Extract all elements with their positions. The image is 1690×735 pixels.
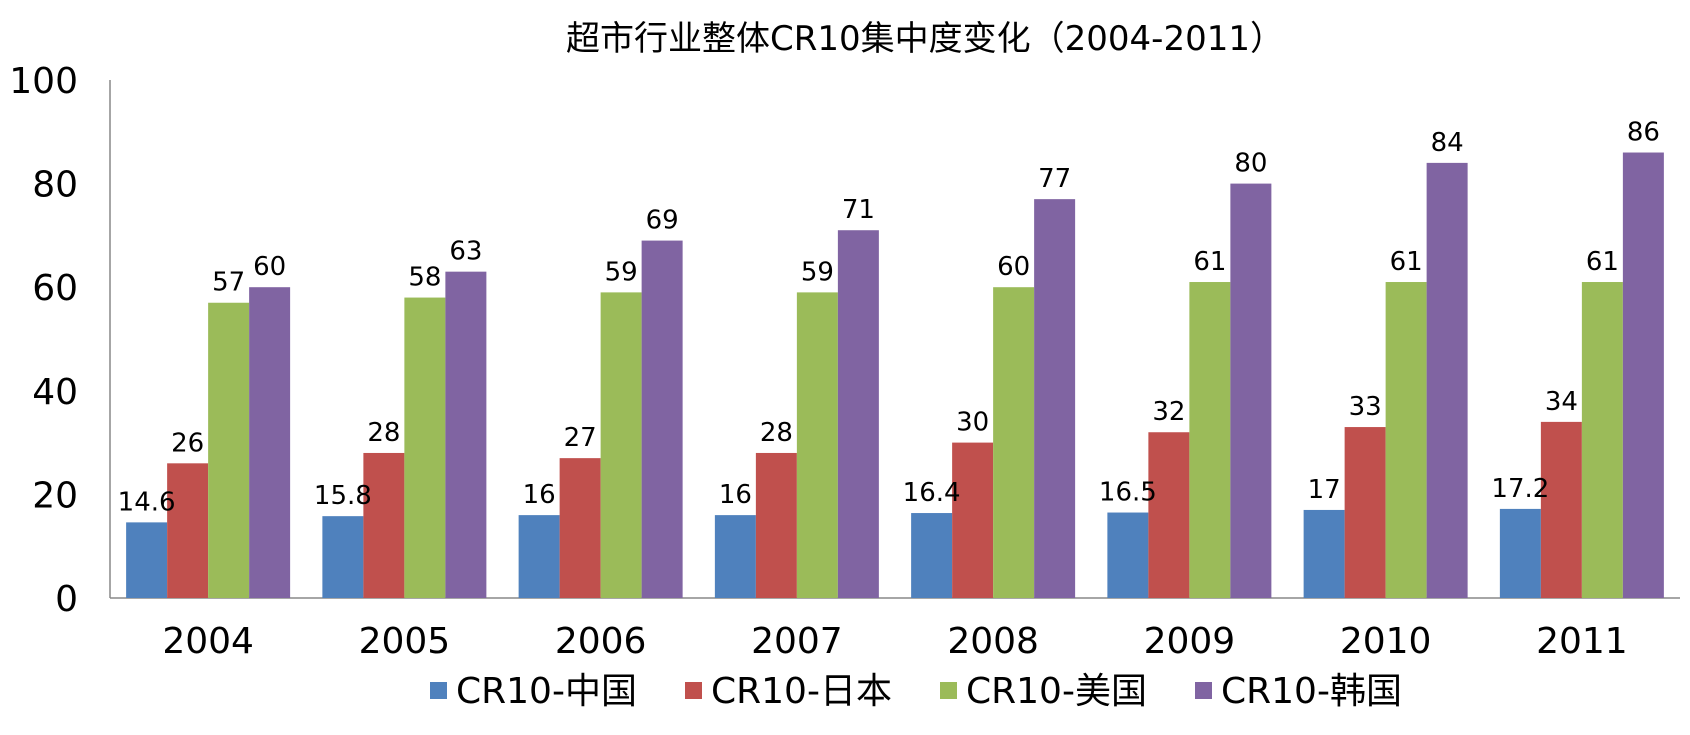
legend-swatch — [685, 682, 702, 699]
bar — [600, 292, 642, 598]
data-label: 71 — [842, 195, 875, 225]
legend-swatch — [940, 682, 957, 699]
bar — [1540, 421, 1582, 598]
bar — [714, 515, 756, 598]
data-label: 69 — [646, 206, 679, 236]
data-label: 60 — [253, 252, 286, 282]
bar — [755, 452, 797, 598]
data-label: 63 — [449, 237, 482, 267]
legend-label: CR10-日本 — [711, 671, 892, 712]
x-tick-label: 2007 — [751, 621, 843, 662]
data-label: 16.5 — [1099, 478, 1157, 508]
x-tick-label: 2004 — [162, 621, 254, 662]
data-label: 80 — [1234, 149, 1267, 179]
x-tick-label: 2006 — [555, 621, 647, 662]
bar — [1385, 282, 1427, 598]
bar — [837, 230, 879, 598]
y-tick-label: 20 — [32, 475, 78, 516]
bar — [1581, 282, 1623, 598]
bar — [952, 442, 994, 598]
data-label: 77 — [1038, 164, 1071, 194]
data-label: 17 — [1308, 475, 1341, 505]
data-label: 61 — [1193, 247, 1226, 277]
data-label: 16 — [719, 480, 752, 510]
data-label: 61 — [1586, 247, 1619, 277]
data-label: 59 — [801, 257, 834, 287]
data-label: 84 — [1431, 128, 1464, 158]
data-label: 16.4 — [903, 478, 961, 508]
legend-label: CR10-韩国 — [1221, 671, 1402, 712]
y-tick-label: 60 — [32, 268, 78, 309]
y-tick-label: 40 — [32, 372, 78, 413]
bar — [1344, 427, 1386, 598]
bar — [363, 452, 405, 598]
data-label: 30 — [956, 408, 989, 438]
bar — [322, 516, 364, 598]
bar — [445, 271, 487, 598]
bar — [796, 292, 838, 598]
legend-swatch — [1195, 682, 1212, 699]
data-label: 15.8 — [314, 481, 372, 511]
legend-label: CR10-美国 — [966, 671, 1147, 712]
bar — [559, 458, 601, 598]
y-tick-label: 100 — [9, 61, 78, 102]
data-label: 61 — [1390, 247, 1423, 277]
bar — [208, 302, 250, 598]
bar — [1426, 162, 1468, 598]
data-label: 32 — [1152, 397, 1185, 427]
data-label: 28 — [760, 418, 793, 448]
bar — [1622, 152, 1664, 598]
bar — [641, 240, 683, 598]
bar — [167, 463, 209, 598]
legend: CR10-中国 CR10-日本 CR10-美国 CR10-韩国 — [430, 671, 1402, 712]
x-tick-label: 2008 — [947, 621, 1039, 662]
x-tick-label: 2011 — [1536, 621, 1628, 662]
data-label: 86 — [1627, 118, 1660, 148]
data-label: 59 — [605, 257, 638, 287]
legend-label: CR10-中国 — [456, 671, 637, 712]
data-labels: 14.6 26 57 60 15.8 28 58 63 16 27 59 69 16 28 59 71 16.4… — [118, 118, 1660, 518]
bar — [1230, 183, 1272, 598]
data-label: 14.6 — [118, 487, 176, 517]
data-label: 26 — [171, 428, 204, 458]
bar — [404, 297, 446, 598]
bar — [1499, 508, 1541, 598]
data-label: 60 — [997, 252, 1030, 282]
bar — [1107, 512, 1149, 598]
bar — [993, 287, 1035, 598]
bar — [1034, 199, 1076, 598]
data-label: 58 — [408, 263, 441, 293]
bar — [1189, 282, 1231, 598]
bar — [911, 513, 953, 598]
data-label: 17.2 — [1491, 474, 1549, 504]
bars — [126, 152, 1664, 598]
bar — [518, 515, 560, 598]
legend-swatch — [430, 682, 447, 699]
chart-title: 超市行业整体CR10集中度变化（2004-2011） — [566, 19, 1284, 59]
data-label: 33 — [1349, 392, 1382, 422]
x-tick-label: 2010 — [1340, 621, 1432, 662]
bar — [1148, 432, 1190, 598]
y-tick-label: 0 — [55, 579, 78, 620]
x-tick-label: 2009 — [1144, 621, 1236, 662]
axes: 0 20 40 60 80 100 2004 2005 2006 2007 2008 2009 2010… — [9, 61, 1680, 662]
x-tick-label: 2005 — [359, 621, 451, 662]
bar — [249, 287, 291, 598]
bar — [126, 522, 168, 598]
data-label: 16 — [523, 480, 556, 510]
data-label: 34 — [1545, 387, 1578, 417]
data-label: 28 — [367, 418, 400, 448]
data-label: 57 — [212, 268, 245, 298]
bar — [1303, 509, 1345, 598]
data-label: 27 — [564, 423, 597, 453]
y-tick-label: 80 — [32, 165, 78, 206]
